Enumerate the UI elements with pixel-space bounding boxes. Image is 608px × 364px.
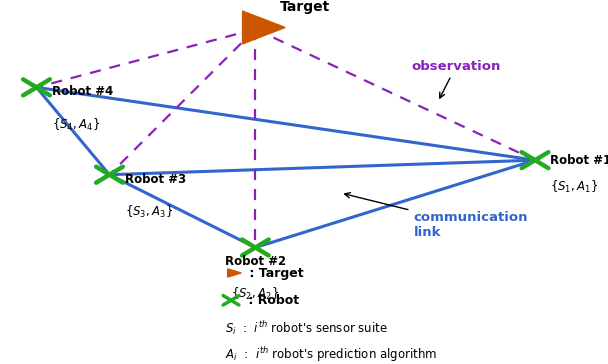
Text: $\{S_3, A_3\}$: $\{S_3, A_3\}$ — [125, 204, 173, 220]
Text: $A_i$  :  $i^{th}$ robot's prediction algorithm: $A_i$ : $i^{th}$ robot's prediction algo… — [225, 345, 437, 364]
Text: $\{S_1, A_1\}$: $\{S_1, A_1\}$ — [550, 179, 598, 195]
Text: : Robot: : Robot — [244, 294, 299, 307]
Text: observation: observation — [412, 60, 500, 98]
Polygon shape — [227, 269, 241, 277]
Text: : Target: : Target — [244, 266, 303, 280]
Text: $S_i$  :  $i^{th}$ robot's sensor suite: $S_i$ : $i^{th}$ robot's sensor suite — [225, 318, 388, 337]
Text: Robot #2: Robot #2 — [225, 254, 286, 268]
Text: communication
link: communication link — [345, 193, 528, 239]
Text: Robot #1: Robot #1 — [550, 154, 608, 167]
Text: Target: Target — [280, 0, 330, 14]
Text: Robot #3: Robot #3 — [125, 173, 186, 186]
Polygon shape — [243, 11, 285, 44]
Text: $\{S_4, A_4\}$: $\{S_4, A_4\}$ — [52, 116, 100, 132]
Text: $\{S_2, A_2\}$: $\{S_2, A_2\}$ — [231, 286, 280, 302]
Text: Robot #4: Robot #4 — [52, 85, 113, 98]
